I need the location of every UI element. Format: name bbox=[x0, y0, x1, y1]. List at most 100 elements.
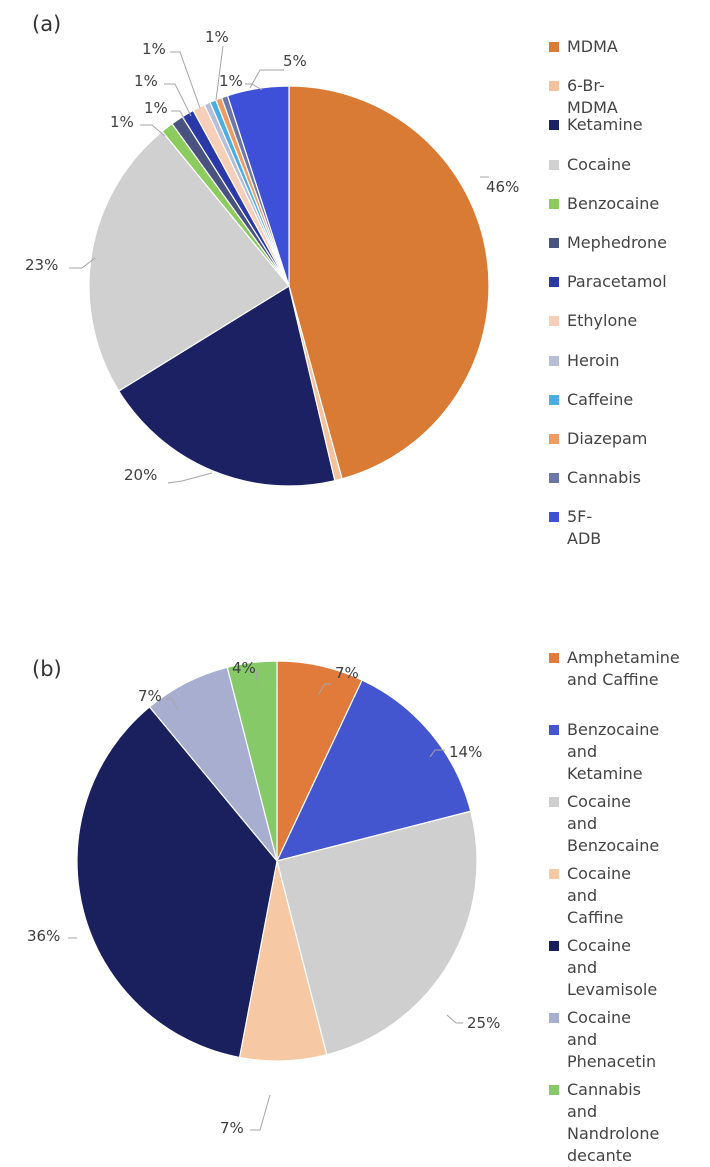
pie-chart-a: 46% 20% 23% 1% 1% 1% 1% 1% 1% 5% bbox=[25, 28, 519, 487]
legend-label: Benzocaine and Ketamine bbox=[567, 720, 660, 783]
data-label-cannabis-and-nandrolone-decante: 4% bbox=[232, 659, 256, 677]
data-label-paracetamol: 1% bbox=[134, 72, 158, 90]
data-label-cocaine-and-caffine: 7% bbox=[220, 1119, 244, 1137]
legend-label: Cocaine bbox=[567, 154, 631, 174]
legend-swatch bbox=[549, 473, 559, 484]
legend-item-cannabis: Cannabis bbox=[549, 467, 641, 489]
pie-slice-benzocaine-and-ketamine bbox=[275, 679, 472, 862]
legend-item-benzocaine-and-ketamine: Benzocaine and Ketamine bbox=[549, 719, 659, 785]
legend-item-ethylone: Ethylone bbox=[549, 310, 637, 332]
legend-label: Amphetamine and Caffine bbox=[567, 648, 680, 689]
chart-panel-a: (a) 46% 20% 23% 1% 1% 1% 1% 1% 1% 5% MDMA 6-Br-MDM… bbox=[0, 0, 710, 560]
leader-line bbox=[249, 69, 284, 89]
legend-item-cocaine-and-caffine: Cocaine and Caffine bbox=[549, 863, 631, 929]
data-label-mephedrone: 1% bbox=[144, 99, 168, 117]
leader-line bbox=[140, 124, 166, 137]
legend-label: Cannabis and Nandrolone decante bbox=[567, 1080, 660, 1165]
legend-item-cocaine: Cocaine bbox=[549, 154, 631, 176]
leader-line bbox=[446, 1014, 463, 1024]
legend-label: Cannabis bbox=[567, 468, 641, 488]
legend-item-cocaine-and-benzocaine: Cocaine and Benzocaine bbox=[549, 791, 659, 857]
legend-item-6-br-mdma: 6-Br-MDMA bbox=[549, 75, 618, 119]
pie-slice-cocaine-and-benzocaine bbox=[276, 810, 478, 1056]
data-label-cocaine-and-benzocaine: 25% bbox=[467, 1014, 500, 1032]
legend-item-caffeine: Caffeine bbox=[549, 389, 633, 411]
leader-line bbox=[250, 670, 259, 686]
legend-item-heroin: Heroin bbox=[549, 350, 619, 372]
legend-item-benzocaine: Benzocaine bbox=[549, 193, 659, 215]
data-label-ethylone: 1% bbox=[142, 40, 166, 58]
legend-item-5f-adb: 5F-ADB bbox=[549, 506, 601, 550]
leader-line bbox=[171, 110, 186, 121]
leader-line bbox=[317, 683, 331, 696]
legend-item-diazepam: Diazepam bbox=[549, 428, 647, 450]
legend-item-cocaine-and-phenacetin: Cocaine and Phenacetin bbox=[549, 1007, 656, 1073]
legend-label: Cocaine and Levamisole bbox=[567, 936, 658, 999]
legend-swatch bbox=[549, 1013, 559, 1023]
data-label-benzocaine-and-ketamine: 14% bbox=[449, 743, 482, 761]
legend-swatch bbox=[549, 434, 559, 444]
legend-label: Heroin bbox=[567, 350, 620, 370]
legend-swatch bbox=[549, 869, 559, 879]
legend-label: Caffeine bbox=[567, 389, 634, 409]
legend-swatch bbox=[549, 198, 559, 209]
legend-swatch bbox=[549, 653, 559, 663]
legend-swatch bbox=[549, 1085, 559, 1095]
legend-item-cocaine-and-levamisole: Cocaine and Levamisole bbox=[549, 935, 657, 1001]
legend-swatch bbox=[549, 394, 559, 405]
legend-label: Benzocaine bbox=[567, 193, 660, 213]
data-label-ketamine: 20% bbox=[124, 466, 157, 484]
pie-slice-ketamine bbox=[117, 285, 336, 487]
legend-swatch bbox=[549, 120, 559, 131]
pie-slice-cannabis-and-nandrolone-decante bbox=[226, 660, 278, 862]
data-label-5f-adb: 5% bbox=[283, 52, 307, 70]
legend-label: MDMA bbox=[567, 37, 618, 56]
legend-label: Mephedrone bbox=[567, 233, 667, 252]
chart-panel-b: (b) 7% 14% 25% 7% 36% 7% 4% Amphetamine and Ca… bbox=[0, 575, 710, 1165]
pie-slice-cocaine-and-levamisole bbox=[76, 706, 278, 1059]
leader-line bbox=[167, 472, 213, 484]
leader-line bbox=[166, 698, 179, 711]
legend-label: Paracetamol bbox=[567, 272, 667, 292]
data-label-mdma: 46% bbox=[486, 178, 519, 196]
legend-swatch bbox=[549, 355, 559, 366]
legend-swatch bbox=[549, 316, 559, 327]
leader-line bbox=[170, 51, 201, 109]
data-label-cocaine: 23% bbox=[25, 256, 58, 274]
legend-item-mdma: MDMA bbox=[549, 36, 618, 58]
legend-item-ketamine: Ketamine bbox=[549, 114, 643, 136]
legend-swatch bbox=[549, 277, 559, 288]
legend-label: Cocaine and Benzocaine bbox=[567, 792, 660, 855]
panel-label-b: (b) bbox=[32, 657, 62, 681]
legend-swatch bbox=[549, 42, 559, 52]
leader-line bbox=[429, 749, 445, 758]
legend-swatch bbox=[549, 797, 559, 807]
legend-label: Ketamine bbox=[567, 115, 643, 135]
legend-swatch bbox=[549, 941, 559, 951]
data-label-cannabis: 1% bbox=[219, 72, 243, 90]
legend-label: Ethylone bbox=[567, 311, 638, 331]
legend-swatch bbox=[549, 725, 559, 735]
pie-chart-b: 7% 14% 25% 7% 36% 7% 4% bbox=[27, 659, 500, 1137]
legend-swatch bbox=[549, 238, 559, 248]
legend-label: Cocaine and Caffine bbox=[567, 864, 631, 927]
pie-slice-mdma bbox=[288, 85, 490, 480]
pie-slice-cocaine bbox=[88, 130, 290, 392]
legend-item-paracetamol: Paracetamol bbox=[549, 271, 667, 293]
data-label-caffeine: 1% bbox=[205, 28, 229, 46]
data-label-cocaine-and-phenacetin: 7% bbox=[138, 687, 162, 705]
data-label-amphetamine-and-caffine: 7% bbox=[335, 664, 359, 682]
legend-swatch bbox=[549, 512, 559, 523]
legend-item-mephedrone: Mephedrone bbox=[549, 232, 667, 254]
leader-line bbox=[250, 1094, 271, 1131]
legend-item-amphetamine-and-caffine: Amphetamine and Caffine bbox=[549, 647, 680, 691]
data-label-cocaine-and-levamisole: 36% bbox=[27, 927, 60, 945]
leader-line bbox=[215, 45, 224, 101]
legend-label: 6-Br-MDMA bbox=[567, 76, 618, 118]
leader-line bbox=[164, 83, 192, 117]
data-label-benzocaine: 1% bbox=[110, 113, 134, 131]
panel-label-a: (a) bbox=[32, 12, 62, 36]
legend-label: Diazepam bbox=[567, 429, 648, 448]
legend-swatch bbox=[549, 159, 559, 170]
legend-label: Cocaine and Phenacetin bbox=[567, 1008, 657, 1071]
